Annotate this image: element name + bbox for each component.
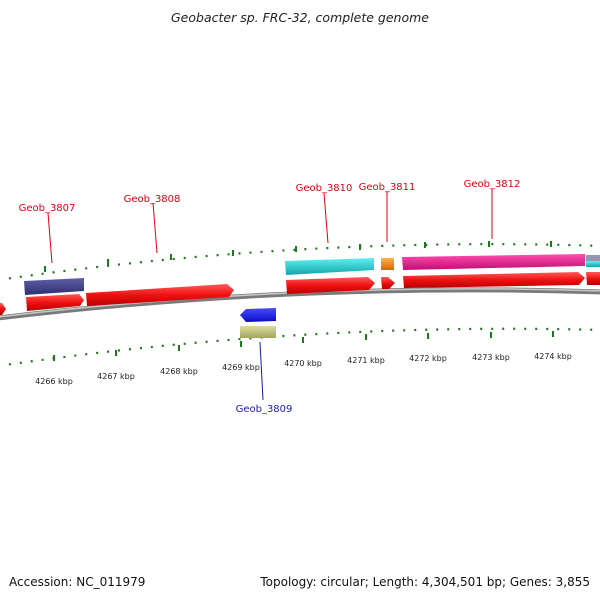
forward-cds-track xyxy=(0,272,600,315)
map-title: Geobacter sp. FRC-32, complete genome xyxy=(171,10,429,25)
feature-bar[interactable] xyxy=(240,326,276,338)
scale-label: 4267 kbp xyxy=(97,372,135,381)
gene-label-geob-3812[interactable]: Geob_3812 xyxy=(464,179,521,190)
feature-bar[interactable] xyxy=(381,258,394,270)
scale-labels: 4266 kbp 4267 kbp 4268 kbp 4269 kbp 4270… xyxy=(35,352,572,386)
cds-arrow[interactable] xyxy=(403,272,585,288)
gene-label-geob-3809[interactable]: Geob_3809 xyxy=(236,404,293,415)
cds-arrow[interactable] xyxy=(586,272,600,285)
topology-text: Topology: circular; Length: 4,304,501 bp… xyxy=(260,575,590,589)
genome-backbone xyxy=(0,287,600,321)
cds-arrow[interactable] xyxy=(0,303,6,315)
feature-bar[interactable] xyxy=(586,255,600,261)
cds-arrow[interactable] xyxy=(381,277,395,289)
scale-label: 4266 kbp xyxy=(35,377,73,386)
gene-label-geob-3808[interactable]: Geob_3808 xyxy=(124,194,181,205)
cds-arrow[interactable] xyxy=(26,294,84,311)
reverse-feature-track xyxy=(240,308,276,338)
leader-line xyxy=(259,341,264,401)
feature-bar[interactable] xyxy=(24,278,84,295)
accession-text: Accession: NC_011979 xyxy=(9,575,146,589)
inner-tick-ring xyxy=(0,327,600,367)
scale-label: 4274 kbp xyxy=(534,352,572,361)
gene-label-geob-3811[interactable]: Geob_3811 xyxy=(359,182,416,193)
scale-label: 4268 kbp xyxy=(160,367,198,376)
leader-line xyxy=(47,212,53,264)
scale-label: 4270 kbp xyxy=(284,359,322,368)
leader-line xyxy=(152,202,158,254)
outer-tick-ring xyxy=(0,241,600,281)
reverse-cds-arrow[interactable] xyxy=(240,308,276,322)
gene-label-geob-3807[interactable]: Geob_3807 xyxy=(19,203,76,214)
feature-bar[interactable] xyxy=(586,261,600,267)
label-leaders xyxy=(47,189,493,401)
scale-label: 4273 kbp xyxy=(472,353,510,362)
cds-arrow[interactable] xyxy=(286,277,375,294)
scale-label: 4271 kbp xyxy=(347,356,385,365)
feature-bar[interactable] xyxy=(285,258,374,275)
scale-label: 4269 kbp xyxy=(222,363,260,372)
gene-labels: Geob_3807 Geob_3808 Geob_3809 Geob_3810 … xyxy=(19,179,521,415)
gene-label-geob-3810[interactable]: Geob_3810 xyxy=(296,183,353,194)
outer-feature-track xyxy=(24,254,600,295)
feature-bar[interactable] xyxy=(402,254,585,270)
cds-arrow[interactable] xyxy=(86,284,234,306)
leader-line xyxy=(323,192,329,244)
scale-label: 4272 kbp xyxy=(409,354,447,363)
